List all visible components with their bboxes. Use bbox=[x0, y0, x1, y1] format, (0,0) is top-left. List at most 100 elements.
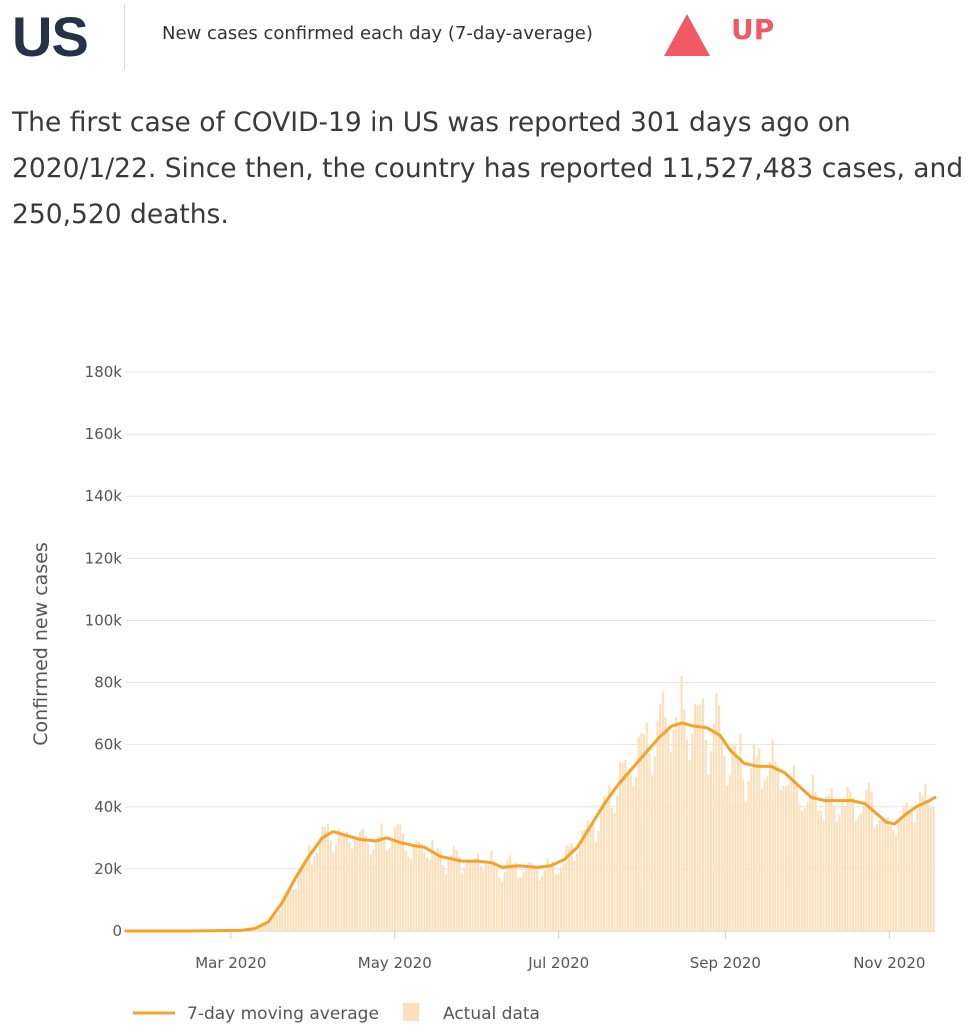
actual-data-bar bbox=[830, 788, 833, 931]
actual-data-bar bbox=[626, 775, 630, 931]
actual-data-bar bbox=[709, 751, 713, 931]
actual-data-bar bbox=[332, 852, 335, 931]
actual-data-bar bbox=[918, 792, 922, 931]
actual-data-bar bbox=[841, 802, 844, 931]
actual-data-bar bbox=[337, 829, 340, 931]
actual-data-bar bbox=[444, 873, 447, 931]
actual-data-bar bbox=[889, 825, 892, 931]
actual-data-bar bbox=[908, 812, 911, 931]
actual-data-bar bbox=[476, 853, 480, 931]
actual-data-bar bbox=[501, 882, 504, 931]
actual-data-bar bbox=[723, 755, 726, 931]
x-tick-label: Sep 2020 bbox=[690, 954, 761, 972]
actual-data-bar bbox=[817, 811, 820, 931]
actual-data-bar bbox=[774, 761, 777, 931]
actual-data-bar bbox=[385, 851, 388, 931]
actual-data-bar bbox=[849, 791, 852, 931]
actual-data-bar bbox=[870, 792, 873, 931]
actual-data-bar bbox=[439, 850, 442, 931]
actual-data-bar bbox=[375, 840, 378, 931]
actual-data-bar bbox=[814, 791, 817, 931]
actual-data-bar bbox=[442, 865, 445, 931]
actual-data-bar bbox=[310, 864, 313, 931]
actual-data-bar bbox=[324, 827, 327, 931]
actual-data-bar bbox=[683, 708, 686, 931]
actual-data-bar bbox=[610, 807, 613, 931]
actual-data-bar bbox=[728, 775, 731, 931]
y-tick-label: 0 bbox=[112, 922, 122, 940]
actual-data-bar bbox=[793, 765, 796, 931]
actual-data-bar bbox=[742, 779, 745, 931]
actual-data-bar bbox=[675, 716, 678, 931]
actual-data-bar bbox=[685, 739, 689, 931]
actual-data-bar bbox=[562, 863, 565, 931]
actual-data-bar bbox=[463, 868, 466, 931]
actual-data-bar bbox=[688, 759, 691, 931]
actual-data-bar bbox=[779, 789, 782, 931]
actual-data-bar bbox=[854, 820, 857, 931]
actual-data-bar bbox=[597, 831, 600, 931]
actual-data-bar bbox=[613, 813, 616, 931]
actual-data-bar bbox=[806, 801, 809, 931]
actual-data-bar bbox=[305, 859, 308, 931]
actual-data-bar bbox=[313, 855, 316, 931]
actual-data-bar bbox=[568, 846, 571, 931]
actual-data-bar bbox=[747, 781, 750, 931]
y-axis-title: Confirmed new cases bbox=[30, 542, 52, 746]
actual-data-bar bbox=[696, 706, 699, 931]
actual-data-bar bbox=[342, 832, 346, 931]
actual-data-bar bbox=[292, 889, 295, 931]
actual-data-bar bbox=[873, 827, 876, 931]
actual-data-bar bbox=[495, 867, 498, 931]
actual-data-bar bbox=[661, 691, 664, 931]
actual-data-bar bbox=[718, 704, 721, 931]
y-tick-labels: 0 20k 40k 60k 80k 100k 120k 140k 160k 180k bbox=[85, 363, 123, 940]
actual-data-bar bbox=[602, 796, 605, 931]
actual-data-bar bbox=[447, 857, 450, 931]
actual-data-bar bbox=[259, 926, 263, 931]
actual-data-bar bbox=[530, 863, 533, 931]
actual-data-bar bbox=[340, 833, 343, 931]
moving-average-line-group bbox=[124, 721, 937, 933]
actual-data-bar bbox=[551, 861, 555, 931]
actual-data-bar bbox=[621, 762, 624, 931]
actual-data-bar bbox=[329, 840, 332, 931]
actual-data-bar bbox=[546, 857, 549, 931]
actual-data-bar bbox=[452, 846, 455, 931]
actual-data-bar bbox=[782, 785, 785, 931]
header-divider bbox=[124, 4, 125, 70]
actual-data-bar bbox=[345, 831, 348, 931]
legend-label-moving-average: 7-day moving average bbox=[187, 1004, 379, 1024]
actual-data-bar bbox=[509, 855, 512, 931]
actual-data-bar bbox=[351, 848, 354, 931]
actual-data-bar bbox=[766, 776, 769, 931]
actual-data-bar bbox=[514, 862, 517, 931]
actual-data-bar bbox=[393, 827, 397, 931]
x-tick-label: May 2020 bbox=[358, 954, 432, 972]
actual-data-bar bbox=[417, 841, 421, 931]
actual-data-bar bbox=[498, 877, 501, 931]
actual-data-bar bbox=[715, 692, 718, 931]
actual-data-bar bbox=[739, 734, 742, 931]
actual-data-bar bbox=[519, 878, 522, 931]
actual-data-bar bbox=[640, 732, 643, 931]
actual-data-bar bbox=[776, 765, 780, 931]
actual-data-bar bbox=[517, 877, 520, 931]
actual-data-bar bbox=[289, 885, 292, 931]
actual-data-bar bbox=[318, 842, 322, 931]
actual-data-bar bbox=[784, 785, 788, 931]
actual-data-bar bbox=[257, 927, 260, 931]
actual-data-bar bbox=[471, 861, 474, 931]
actual-data-bar bbox=[825, 796, 828, 931]
actual-data-bar bbox=[905, 803, 908, 931]
actual-data-bar bbox=[294, 889, 297, 931]
actual-data-bar bbox=[768, 761, 772, 931]
actual-data-bar bbox=[819, 810, 822, 931]
actual-data-bar bbox=[701, 698, 705, 931]
actual-data-bar bbox=[468, 861, 472, 931]
actual-data-bar bbox=[522, 871, 525, 931]
actual-data-bar bbox=[926, 802, 930, 931]
actual-data-bar bbox=[664, 717, 667, 931]
actual-data-bar bbox=[758, 748, 761, 931]
actual-data-bar bbox=[924, 783, 927, 931]
